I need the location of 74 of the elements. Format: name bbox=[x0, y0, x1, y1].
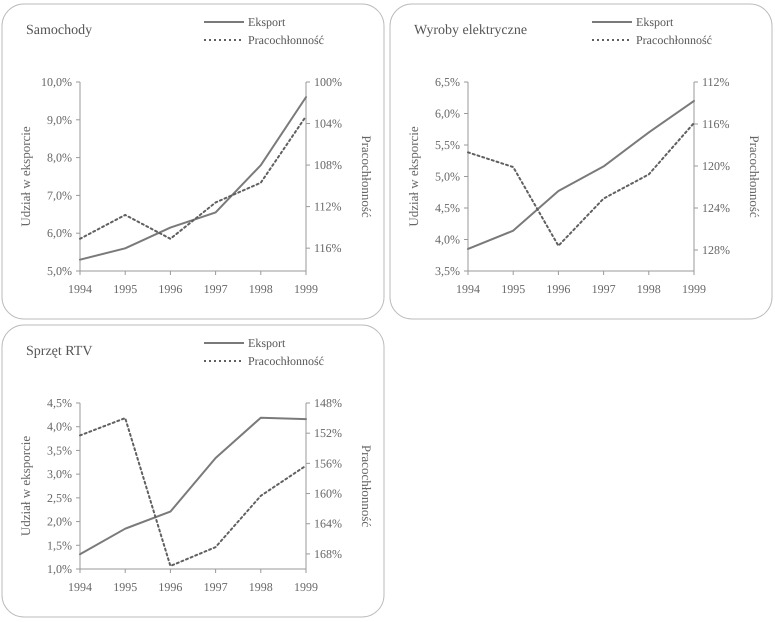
x-tick-label: 1997 bbox=[592, 282, 616, 296]
y2-tick-label: 128% bbox=[702, 243, 730, 257]
y-tick-label: 9,0% bbox=[47, 112, 72, 127]
y2-tick-label: 148% bbox=[314, 396, 342, 410]
y2-axis-title: Pracochłonność bbox=[747, 135, 762, 218]
y-axis-title: Udział w eksporcie bbox=[406, 126, 421, 227]
x-tick-label: 1996 bbox=[158, 580, 182, 594]
line-series bbox=[79, 96, 307, 261]
y-tick-label: 3,5% bbox=[47, 443, 72, 458]
x-tick-label: 1995 bbox=[113, 282, 138, 296]
x-tick-label: 1995 bbox=[501, 282, 526, 296]
y-tick-label: 4,5% bbox=[435, 201, 460, 215]
x-tick-label: 1998 bbox=[248, 580, 273, 594]
x-tick-label: 1998 bbox=[636, 282, 661, 296]
chart-title: Samochody bbox=[26, 23, 92, 38]
y-tick-label: 4,0% bbox=[47, 420, 72, 434]
x-tick-label: 1994 bbox=[68, 282, 92, 296]
y-axis-title: Udział w eksporcie bbox=[18, 126, 33, 227]
legend-label: Pracochłonność bbox=[248, 354, 324, 368]
y-tick-label: 1,5% bbox=[47, 538, 72, 552]
line-series bbox=[467, 100, 695, 250]
y2-tick-label: 152% bbox=[314, 426, 342, 440]
y2-tick-label: 112% bbox=[314, 200, 342, 214]
chart-title: Sprzęt RTV bbox=[26, 344, 92, 359]
y2-tick-label: 116% bbox=[702, 117, 730, 131]
y-tick-label: 6,0% bbox=[47, 226, 72, 240]
legend-label: Eksport bbox=[248, 336, 286, 350]
x-tick-label: 1999 bbox=[682, 282, 706, 296]
legend-label: Pracochłonność bbox=[248, 33, 324, 47]
x-tick-label: 1996 bbox=[158, 282, 182, 296]
y-tick-label: 6,5% bbox=[435, 75, 460, 89]
y2-tick-label: 160% bbox=[314, 486, 342, 501]
legend-label: Pracochłonność bbox=[636, 33, 712, 47]
chart-title: Wyroby elektryczne bbox=[414, 23, 528, 38]
y-tick-label: 2,5% bbox=[47, 490, 72, 505]
y2-axis-title: Pracochłonność bbox=[359, 135, 374, 218]
y2-axis-title: Pracochłonność bbox=[359, 444, 374, 528]
y-tick-label: 5,0% bbox=[435, 170, 460, 184]
x-tick-label: 1995 bbox=[113, 580, 138, 594]
x-tick-label: 1996 bbox=[546, 282, 570, 296]
y-tick-label: 4,5% bbox=[47, 396, 72, 410]
line-series bbox=[79, 115, 307, 240]
y2-tick-label: 168% bbox=[314, 546, 342, 561]
y2-tick-label: 124% bbox=[702, 201, 730, 215]
y2-tick-label: 116% bbox=[314, 241, 342, 256]
y-tick-label: 2,0% bbox=[47, 514, 72, 529]
y2-tick-label: 120% bbox=[702, 159, 730, 173]
y-tick-label: 5,0% bbox=[47, 264, 72, 278]
y-tick-label: 7,0% bbox=[47, 188, 72, 202]
y-tick-label: 8,0% bbox=[47, 150, 72, 165]
y2-tick-label: 156% bbox=[314, 456, 342, 470]
y2-tick-label: 100% bbox=[314, 75, 342, 89]
x-tick-label: 1999 bbox=[294, 282, 318, 296]
y-tick-label: 3,0% bbox=[47, 467, 72, 482]
y2-tick-label: 112% bbox=[702, 75, 730, 89]
x-tick-label: 1997 bbox=[204, 580, 228, 594]
y-tick-label: 1,0% bbox=[47, 562, 72, 576]
y2-tick-label: 108% bbox=[314, 158, 342, 172]
x-tick-label: 1994 bbox=[456, 282, 480, 296]
y-tick-label: 10,0% bbox=[41, 75, 72, 89]
x-tick-label: 1997 bbox=[204, 282, 228, 296]
legend-label: Eksport bbox=[248, 15, 286, 29]
x-tick-label: 1994 bbox=[68, 580, 92, 594]
legend-label: Eksport bbox=[636, 15, 674, 29]
y-tick-label: 4,0% bbox=[435, 232, 460, 246]
y2-tick-label: 104% bbox=[314, 116, 342, 131]
x-tick-label: 1999 bbox=[294, 580, 318, 594]
y-tick-label: 5,5% bbox=[435, 138, 460, 152]
y-axis-title: Udział w eksporcie bbox=[18, 436, 33, 536]
y-tick-label: 6,0% bbox=[435, 106, 460, 120]
y-tick-label: 3,5% bbox=[435, 264, 460, 278]
line-series bbox=[467, 122, 695, 247]
y2-tick-label: 164% bbox=[314, 516, 342, 531]
x-tick-label: 1998 bbox=[248, 282, 273, 296]
